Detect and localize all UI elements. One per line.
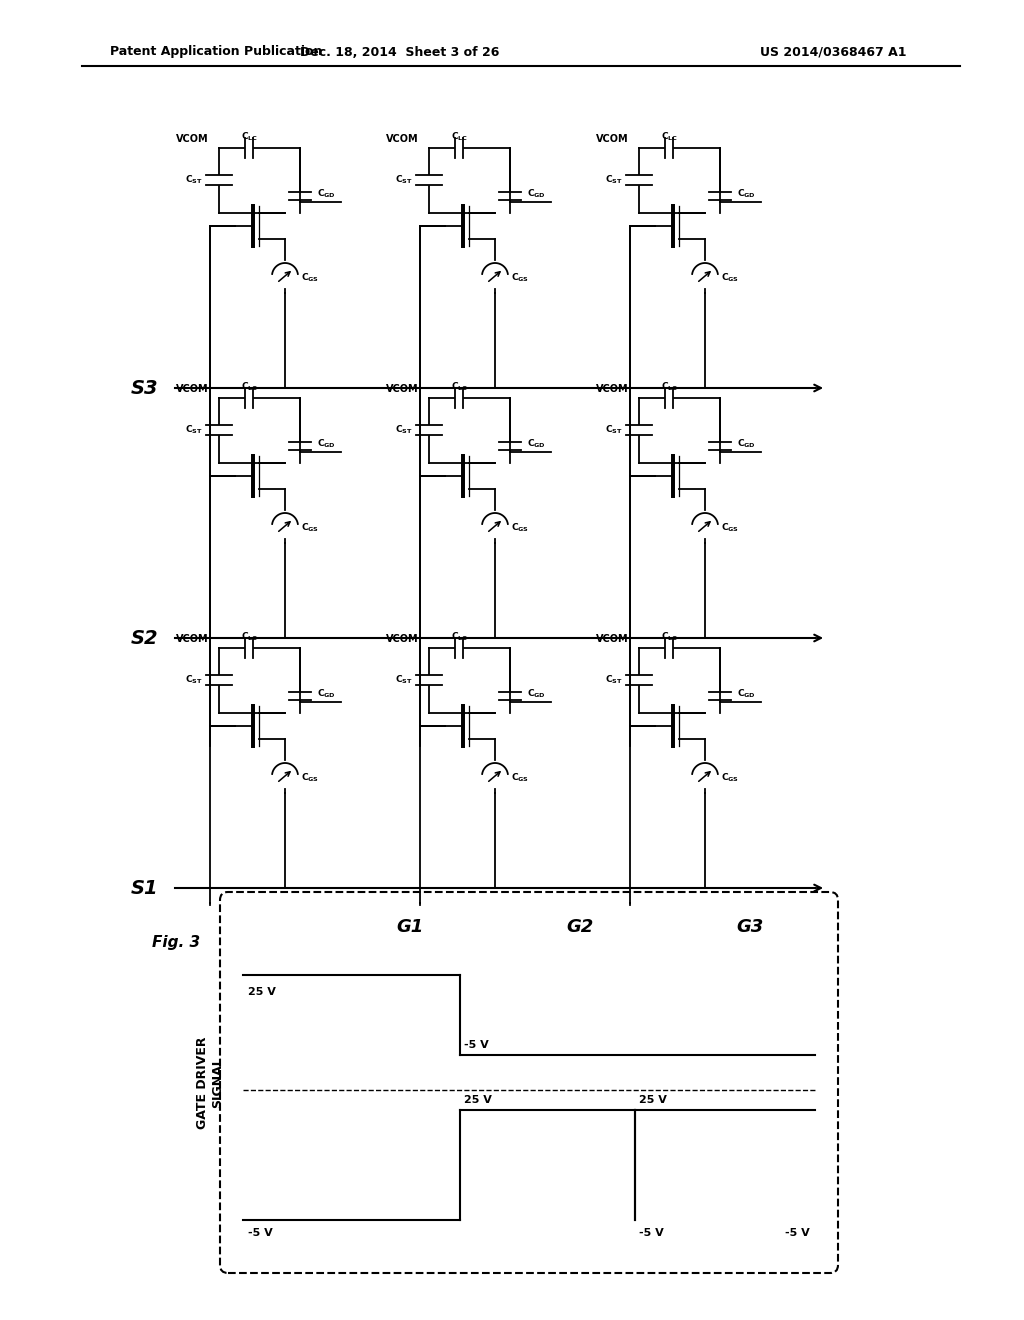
Text: 25 V: 25 V: [248, 987, 275, 997]
Text: C$_\mathregular{GS}$: C$_\mathregular{GS}$: [301, 521, 319, 535]
Text: VCOM: VCOM: [386, 384, 419, 393]
Text: US 2014/0368467 A1: US 2014/0368467 A1: [760, 45, 906, 58]
Text: Patent Application Publication: Patent Application Publication: [110, 45, 323, 58]
Text: Fig. 3: Fig. 3: [152, 935, 200, 950]
Text: C$_\mathregular{GS}$: C$_\mathregular{GS}$: [511, 772, 529, 784]
Text: C$_\mathregular{ST}$: C$_\mathregular{ST}$: [185, 673, 203, 686]
Text: C$_\mathregular{GS}$: C$_\mathregular{GS}$: [511, 272, 529, 284]
Text: C$_\mathregular{GS}$: C$_\mathregular{GS}$: [721, 772, 739, 784]
Text: C$_\mathregular{GD}$: C$_\mathregular{GD}$: [527, 187, 546, 201]
Text: VCOM: VCOM: [176, 634, 209, 644]
Text: C$_\mathregular{ST}$: C$_\mathregular{ST}$: [605, 673, 623, 686]
Text: G3: G3: [736, 917, 764, 936]
Text: C$_\mathregular{GD}$: C$_\mathregular{GD}$: [317, 688, 336, 700]
Text: VCOM: VCOM: [176, 135, 209, 144]
Text: C$_\mathregular{ST}$: C$_\mathregular{ST}$: [185, 424, 203, 436]
Text: C$_\mathregular{ST}$: C$_\mathregular{ST}$: [605, 174, 623, 186]
Text: G2: G2: [566, 917, 594, 936]
Text: C$_\mathregular{GD}$: C$_\mathregular{GD}$: [317, 438, 336, 450]
Text: C$_\mathregular{ST}$: C$_\mathregular{ST}$: [605, 424, 623, 436]
Text: Dec. 18, 2014  Sheet 3 of 26: Dec. 18, 2014 Sheet 3 of 26: [300, 45, 500, 58]
Text: VCOM: VCOM: [386, 135, 419, 144]
Text: VCOM: VCOM: [596, 384, 629, 393]
Text: C$_\mathregular{GD}$: C$_\mathregular{GD}$: [737, 438, 756, 450]
Text: C$_\mathregular{GS}$: C$_\mathregular{GS}$: [301, 772, 319, 784]
Text: C$_\mathregular{LC}$: C$_\mathregular{LC}$: [452, 380, 469, 393]
Text: -5 V: -5 V: [464, 1040, 488, 1049]
Text: VCOM: VCOM: [596, 634, 629, 644]
Text: VCOM: VCOM: [386, 634, 419, 644]
Text: GATE DRIVER
SIGNAL: GATE DRIVER SIGNAL: [196, 1036, 224, 1129]
Text: C$_\mathregular{LC}$: C$_\mathregular{LC}$: [242, 631, 258, 643]
Text: C$_\mathregular{ST}$: C$_\mathregular{ST}$: [395, 174, 413, 186]
Text: C$_\mathregular{GS}$: C$_\mathregular{GS}$: [301, 272, 319, 284]
Text: 25 V: 25 V: [464, 1096, 492, 1105]
Text: G1: G1: [396, 917, 424, 936]
Text: C$_\mathregular{GD}$: C$_\mathregular{GD}$: [737, 688, 756, 700]
Text: C$_\mathregular{LC}$: C$_\mathregular{LC}$: [662, 131, 679, 144]
Text: -5 V: -5 V: [248, 1228, 272, 1238]
Text: 25 V: 25 V: [639, 1096, 667, 1105]
Text: C$_\mathregular{ST}$: C$_\mathregular{ST}$: [185, 174, 203, 186]
Text: C$_\mathregular{GD}$: C$_\mathregular{GD}$: [737, 187, 756, 201]
Text: -5 V: -5 V: [785, 1228, 810, 1238]
Text: S3: S3: [130, 379, 158, 397]
Text: C$_\mathregular{LC}$: C$_\mathregular{LC}$: [662, 380, 679, 393]
Text: -5 V: -5 V: [639, 1228, 664, 1238]
Text: C$_\mathregular{LC}$: C$_\mathregular{LC}$: [452, 631, 469, 643]
Text: C$_\mathregular{GD}$: C$_\mathregular{GD}$: [317, 187, 336, 201]
Text: C$_\mathregular{GS}$: C$_\mathregular{GS}$: [721, 521, 739, 535]
Text: C$_\mathregular{LC}$: C$_\mathregular{LC}$: [662, 631, 679, 643]
Text: C$_\mathregular{GD}$: C$_\mathregular{GD}$: [527, 438, 546, 450]
Text: C$_\mathregular{LC}$: C$_\mathregular{LC}$: [452, 131, 469, 144]
Text: C$_\mathregular{GD}$: C$_\mathregular{GD}$: [527, 688, 546, 700]
Text: VCOM: VCOM: [176, 384, 209, 393]
Text: C$_\mathregular{ST}$: C$_\mathregular{ST}$: [395, 673, 413, 686]
Text: C$_\mathregular{ST}$: C$_\mathregular{ST}$: [395, 424, 413, 436]
Text: S2: S2: [130, 628, 158, 648]
Text: C$_\mathregular{GS}$: C$_\mathregular{GS}$: [721, 272, 739, 284]
Text: C$_\mathregular{GS}$: C$_\mathregular{GS}$: [511, 521, 529, 535]
Text: VCOM: VCOM: [596, 135, 629, 144]
Text: C$_\mathregular{LC}$: C$_\mathregular{LC}$: [242, 131, 258, 144]
Text: S1: S1: [130, 879, 158, 898]
Text: C$_\mathregular{LC}$: C$_\mathregular{LC}$: [242, 380, 258, 393]
